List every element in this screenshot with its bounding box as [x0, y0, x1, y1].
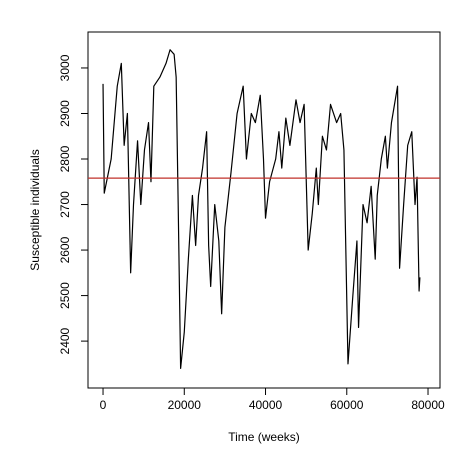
x-tick-label: 20000 — [168, 398, 202, 412]
y-tick-label: 2400 — [58, 327, 72, 354]
y-tick-label: 3000 — [58, 54, 72, 81]
x-tick-label: 60000 — [330, 398, 364, 412]
y-axis-label: Susceptible individuals — [28, 149, 42, 270]
y-tick-label: 2900 — [58, 100, 72, 127]
x-axis-label: Time (weeks) — [228, 430, 300, 444]
x-tick-label: 40000 — [249, 398, 283, 412]
series-line — [102, 49, 421, 370]
y-tick-label: 2700 — [58, 191, 72, 218]
x-tick-label: 80000 — [411, 398, 445, 412]
plot-box — [87, 31, 441, 389]
x-tick-label: 0 — [100, 398, 107, 412]
y-tick-label: 2500 — [58, 282, 72, 309]
y-tick-label: 2600 — [58, 236, 72, 263]
y-tick-label: 2800 — [58, 145, 72, 172]
